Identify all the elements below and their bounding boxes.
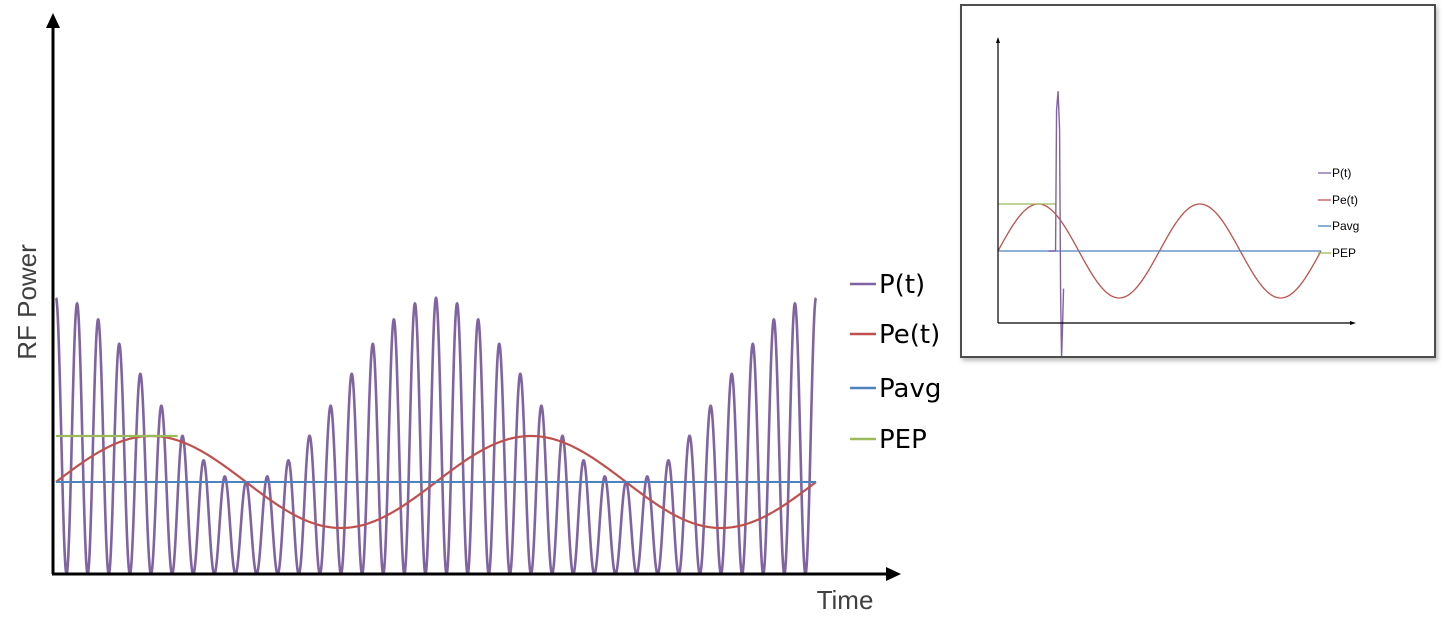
legend-label-P(t): P(t) xyxy=(879,270,925,300)
inset-series-line-P(t) xyxy=(1048,91,1065,356)
main-axes xyxy=(46,13,901,581)
inset-legend-label-Pe(t): Pe(t) xyxy=(1332,193,1358,207)
inset-plot-lines xyxy=(997,91,1322,356)
inset-axes xyxy=(996,37,1356,325)
inset-x-axis-arrow-icon xyxy=(1350,321,1356,325)
inset-legend: P(t) Pe(t) Pavg PEP xyxy=(1318,166,1359,260)
inset-legend-label-Pavg: Pavg xyxy=(1332,219,1359,233)
legend-label-PEP: PEP xyxy=(879,425,927,455)
inset-chart-panel: P(t) Pe(t) Pavg PEP xyxy=(960,4,1436,358)
y-axis-label: RF Power xyxy=(12,244,42,360)
x-axis-arrow-icon xyxy=(886,567,901,581)
y-axis-arrow-icon xyxy=(46,13,60,28)
main-chart: Time RF Power P(t) Pe(t) Pavg PEP xyxy=(12,13,940,615)
main-legend: P(t) Pe(t) Pavg PEP xyxy=(850,270,940,455)
legend-label-Pavg: Pavg xyxy=(879,374,940,404)
legend-label-Pe(t): Pe(t) xyxy=(879,320,940,350)
series-line-P(t) xyxy=(54,296,818,576)
inset-chart: P(t) Pe(t) Pavg PEP xyxy=(996,37,1359,356)
inset-legend-label-P(t): P(t) xyxy=(1332,166,1351,180)
x-axis-label: Time xyxy=(817,585,874,615)
inset-legend-label-PEP: PEP xyxy=(1332,246,1356,260)
main-plot-lines xyxy=(54,296,818,576)
inset-y-axis-arrow-icon xyxy=(996,37,1000,43)
